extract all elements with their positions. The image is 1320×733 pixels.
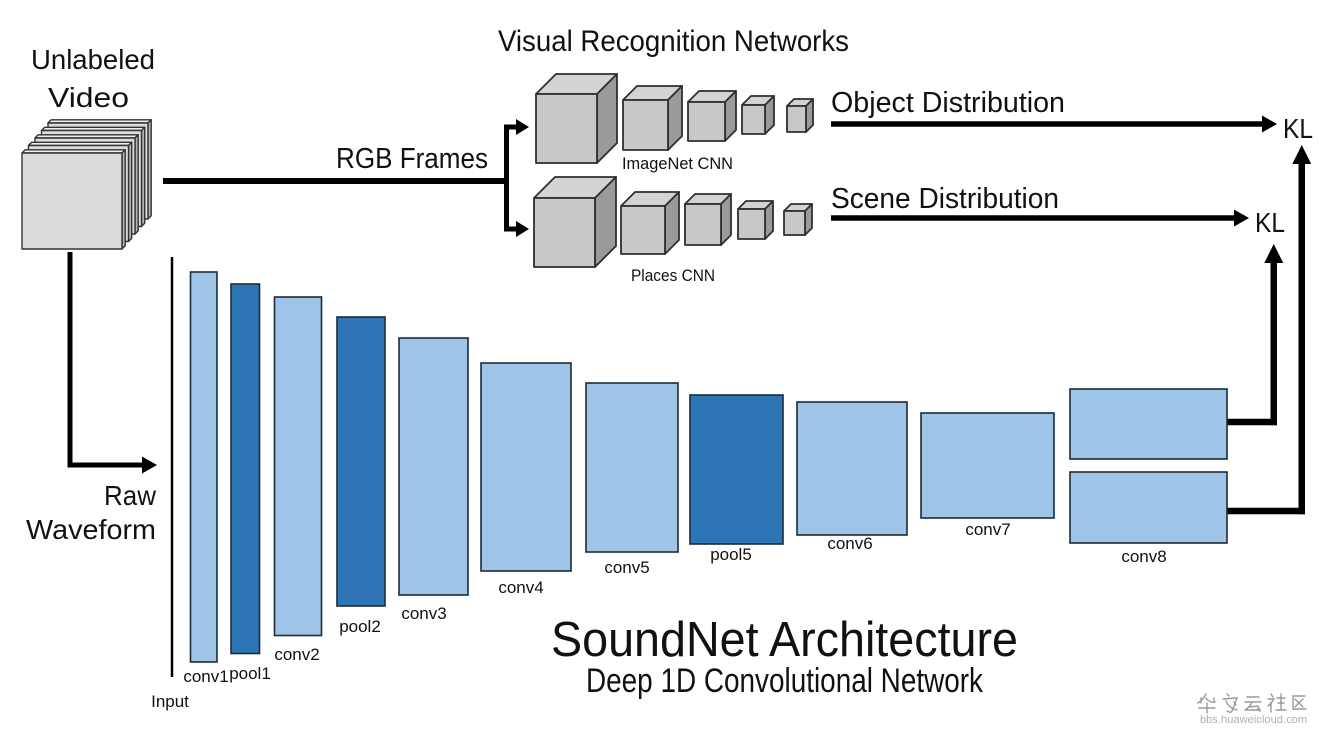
svg-text:Raw: Raw: [104, 480, 157, 511]
svg-text:Object Distribution: Object Distribution: [831, 87, 1065, 119]
svg-text:conv5: conv5: [604, 558, 649, 577]
svg-text:RGB Frames: RGB Frames: [336, 143, 488, 175]
svg-text:conv3: conv3: [401, 604, 446, 623]
svg-text:pool1: pool1: [229, 664, 271, 683]
svg-text:Waveform: Waveform: [26, 514, 156, 545]
svg-text:Scene Distribution: Scene Distribution: [831, 183, 1059, 215]
svg-text:Video: Video: [48, 82, 129, 113]
svg-text:bbs.huaweicloud.com: bbs.huaweicloud.com: [1200, 714, 1307, 726]
svg-text:ImageNet CNN: ImageNet CNN: [622, 154, 733, 173]
svg-text:conv1: conv1: [183, 667, 228, 686]
svg-text:conv8: conv8: [1121, 547, 1166, 566]
svg-text:KL: KL: [1283, 113, 1313, 144]
svg-text:SoundNet Architecture: SoundNet Architecture: [551, 613, 1018, 667]
svg-text:pool5: pool5: [710, 545, 752, 564]
svg-text:Visual Recognition Networks: Visual Recognition Networks: [498, 25, 849, 58]
svg-text:conv4: conv4: [498, 578, 543, 597]
svg-text:Unlabeled: Unlabeled: [31, 44, 155, 75]
svg-text:pool2: pool2: [339, 617, 381, 636]
svg-text:Deep 1D Convolutional Network: Deep 1D Convolutional Network: [586, 662, 984, 700]
svg-text:Places CNN: Places CNN: [631, 266, 715, 285]
svg-text:conv6: conv6: [827, 534, 872, 553]
svg-text:KL: KL: [1255, 207, 1285, 238]
svg-text:conv7: conv7: [965, 520, 1010, 539]
svg-text:Input: Input: [151, 692, 189, 711]
svg-text:conv2: conv2: [274, 645, 319, 664]
